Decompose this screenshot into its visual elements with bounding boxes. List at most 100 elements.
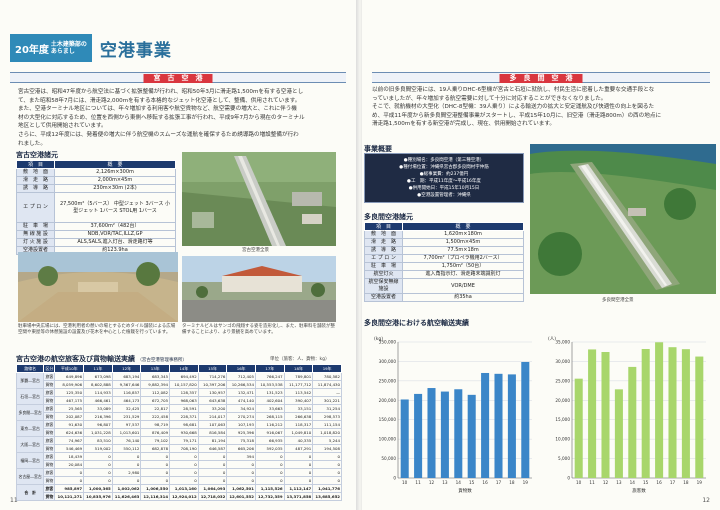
traffic-cell: 0 xyxy=(254,476,285,485)
spec-value: 2,126m×300m xyxy=(54,168,176,177)
x-tick-label: 13 xyxy=(442,480,448,485)
traffic-cell: 0 xyxy=(283,460,314,469)
traffic-cell: 33,663 xyxy=(254,404,285,413)
traffic-title: 宮古空港の航空旅客及び貨物輸送実績 （宮古空港管理事務所） xyxy=(16,354,187,364)
traffic-cell: 766,247 xyxy=(254,372,285,381)
traffic-cell: 13,685,652 xyxy=(312,492,342,501)
bar xyxy=(588,349,597,478)
x-tick-label: 17 xyxy=(670,480,676,485)
traffic-cell: 22,817 xyxy=(140,404,171,413)
traffic-cell: 683,345 xyxy=(140,372,171,381)
traffic-route: 東京―宮古 xyxy=(15,420,45,437)
traffic-route: 名古屋―宮古 xyxy=(15,468,45,485)
spec-key: 滑 走 路 xyxy=(16,176,55,185)
traffic-cell: 1,002,062 xyxy=(111,484,142,493)
year-label: 20年度 xyxy=(15,44,49,56)
traffic-cell: 646,587 xyxy=(197,444,228,453)
traffic-cell: 546,469 xyxy=(54,444,85,453)
y-tick-label: 20,000 xyxy=(555,398,570,403)
traffic-cell: 79,102 xyxy=(140,436,171,445)
x-tick-label: 10 xyxy=(576,480,582,485)
traffic-row: 貨物 0 0 0 0 0 0 0 0 0 0 xyxy=(17,476,342,485)
tarama-spec-table: 項 目 概 要 敷 地 面 1,620m×180m 滑 走 路 1,500m×45m… xyxy=(364,222,524,302)
traffic-kind: 貨物 xyxy=(43,396,56,405)
miyako-spec-title: 宮古空港諸元 xyxy=(16,151,58,159)
spec-value: VOR/DME xyxy=(402,278,524,294)
traffic-kind: 貨物 xyxy=(43,444,56,453)
traffic-cell: 0 xyxy=(169,468,199,477)
miyako-terminal-photo xyxy=(182,256,336,322)
traffic-cell: 1,041,776 xyxy=(312,484,342,493)
x-tick-label: 19 xyxy=(523,480,529,485)
traffic-cell: 1,049,810 xyxy=(283,428,314,437)
spec-key: 灯 火 施 設 xyxy=(16,238,55,247)
traffic-cell: 11,626,463 xyxy=(111,492,142,501)
overview-line: ●工 期：平成11年度〜平成16年度 xyxy=(407,179,481,184)
traffic-cell: 128,357 xyxy=(169,388,199,397)
traffic-cell: 0 xyxy=(197,460,228,469)
traffic-cell: 643,638 xyxy=(197,396,228,405)
page-number-right: 12 xyxy=(702,497,710,504)
x-tick-label: 11 xyxy=(589,480,595,485)
traffic-cell: 131,523 xyxy=(254,388,285,397)
tarama-chart-title: 多良間空港における航空輸送実績 xyxy=(364,319,469,327)
bar xyxy=(601,352,610,478)
left-page: 20年度 土木建築部のあらまし 空港事業 宮 古 空 港 宮古空港は、昭和47年… xyxy=(0,0,358,510)
traffic-cell: 222,458 xyxy=(140,412,171,421)
traffic-cell: 270,274 xyxy=(226,412,256,421)
traffic-cell: 10,121,271 xyxy=(54,492,85,501)
y-tick-label: 0 xyxy=(567,476,570,481)
spec-header: 概 要 xyxy=(54,160,176,169)
traffic-cell: 0 xyxy=(254,460,285,469)
traffic-cell: 12,718,032 xyxy=(197,492,228,501)
spec-value: 1,620m×180m xyxy=(402,230,524,239)
traffic-column-header: 平成10年 xyxy=(54,364,85,373)
spec-key: 航空灯火 xyxy=(364,270,403,279)
traffic-cell: 74,967 xyxy=(54,436,85,445)
bar xyxy=(574,378,583,478)
miyako-description: 宮古空港は、昭和47年度から航空法に基づく拡張整備が行われ、昭和50年3月に滑走… xyxy=(18,88,348,148)
traffic-cell: 11,874,430 xyxy=(312,380,342,389)
cargo-bar-chart: (kg) 0 50,000 100,000 150,000 200,000 250,000 3… xyxy=(374,336,532,494)
traffic-cell: 487,291 xyxy=(283,444,314,453)
x-tick-label: 15 xyxy=(643,480,649,485)
traffic-cell: 76,140 xyxy=(111,436,142,445)
miyako-spec-table: 項 目 概 要 敷 地 面 2,126m×300m 滑 走 路 2,000m×45m… xyxy=(16,160,176,255)
traffic-route: 福岡―宮古 xyxy=(15,452,45,469)
traffic-cell: 0 xyxy=(283,468,314,477)
x-tick-label: 14 xyxy=(456,480,462,485)
bar xyxy=(641,348,650,478)
traffic-kind: 旅客 xyxy=(43,404,56,413)
spec-key: 駐 車 場 xyxy=(16,222,55,231)
traffic-cell: 132,471 xyxy=(226,388,256,397)
traffic-cell: 1,062,501 xyxy=(226,484,256,493)
spec-value: 2,000m×45m xyxy=(54,176,176,185)
spec-value: ALS,SALS,進入灯台、滑走路灯等 xyxy=(54,238,176,247)
traffic-row: 石垣―宮古 旅客 125,350 114,933 116,857 112,082 128,3… xyxy=(15,388,342,405)
traffic-cell: 79,171 xyxy=(169,436,199,445)
traffic-cell: 0 xyxy=(197,476,228,485)
traffic-cell: 0 xyxy=(169,476,199,485)
tarama-aerial-photo xyxy=(530,144,716,294)
traffic-row: 大阪―宮古 旅客 74,967 83,510 76,140 79,102 79,171 81,… xyxy=(15,436,342,453)
traffic-cell: 116,212 xyxy=(254,420,285,429)
traffic-cell: 10,397,206 xyxy=(197,380,228,389)
traffic-row: 多良間―宮古 旅客 25,565 33,089 32,425 22,817 28,591 33… xyxy=(15,404,342,421)
traffic-cell: 107,193 xyxy=(226,420,256,429)
traffic-column-header: 14年 xyxy=(169,364,199,373)
spec-key: 滑 走 路 xyxy=(364,238,403,247)
y-tick-label: 300,000 xyxy=(379,359,397,364)
bar xyxy=(427,388,436,478)
bar xyxy=(414,393,423,478)
traffic-route: 大阪―宮古 xyxy=(15,436,45,453)
traffic-cell: 2,980 xyxy=(111,468,142,477)
miyako-section-band: 宮 古 空 港 xyxy=(10,72,346,83)
traffic-cell: 32,425 xyxy=(111,404,142,413)
traffic-cell: 780,582 xyxy=(312,372,342,381)
traffic-cell: 708,190 xyxy=(169,444,199,453)
bar xyxy=(467,394,476,478)
traffic-cell: 474,140 xyxy=(226,396,256,405)
traffic-cell: 1,013,160 xyxy=(169,484,199,493)
traffic-cell: 130,957 xyxy=(197,388,228,397)
bar xyxy=(454,389,463,478)
